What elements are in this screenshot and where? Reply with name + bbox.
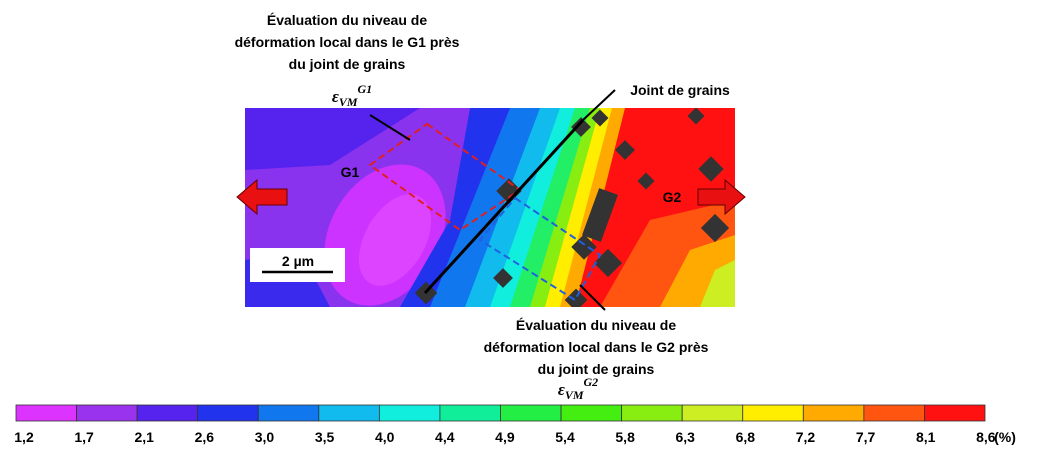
symbol: εVMG2 — [558, 375, 598, 402]
colorbar-label: 4,4 — [435, 429, 455, 445]
colorbar-segment — [15, 404, 77, 422]
symbol-sub: VM — [339, 95, 358, 109]
colorbar-label: 1,7 — [74, 429, 94, 445]
symbol: εVMG1 — [332, 82, 372, 109]
tension-arrow-left — [236, 178, 288, 216]
colorbar-segment — [802, 404, 865, 422]
colorbar-label: 2,6 — [195, 429, 215, 445]
annotation-line: déformation local dans le G1 près — [235, 34, 460, 50]
colorbar-segment — [318, 404, 380, 422]
annotation-line: Évaluation du niveau de — [516, 317, 676, 333]
symbol-sup: G1 — [358, 82, 373, 96]
pointer — [369, 114, 411, 141]
colorbar-segment — [197, 404, 259, 422]
colorbar-segment — [76, 404, 138, 422]
g1-label: G1 — [341, 164, 360, 180]
colorbar-segment — [439, 404, 501, 422]
colorbar-label: 4,0 — [375, 429, 395, 445]
colorbar-label: 7,7 — [856, 429, 876, 445]
colorbar-segment — [378, 404, 441, 422]
pointer — [582, 89, 616, 121]
colorbar-label: 3,0 — [255, 429, 275, 445]
g2-label: G2 — [663, 189, 682, 205]
scale-box — [250, 248, 345, 282]
colorbar-segment — [742, 404, 804, 422]
symbol-base: ε — [332, 87, 339, 106]
colorbar-segment — [136, 404, 199, 422]
annotation-line: déformation local dans le G2 près — [484, 339, 709, 355]
colorbar-segment — [681, 404, 744, 422]
colorbar-label: 6,8 — [736, 429, 756, 445]
pointer — [579, 284, 606, 311]
colorbar-label: 2,1 — [134, 429, 154, 445]
annotation-line: Évaluation du niveau de — [267, 12, 427, 28]
colorbar-label: 8,1 — [916, 429, 936, 445]
colorbar-label: 4,9 — [495, 429, 515, 445]
scale-label: 2 µm — [282, 253, 314, 269]
colorbar-label: 5,4 — [555, 429, 575, 445]
colorbar-segment — [924, 404, 986, 422]
strain-map — [245, 108, 735, 307]
colorbar-segment — [257, 404, 320, 422]
tension-arrow-right — [697, 178, 746, 216]
colorbar-segment — [621, 404, 683, 422]
symbol-sub: VM — [565, 388, 584, 402]
symbol-base: ε — [558, 380, 565, 399]
colorbar-label: 8,6 — [976, 429, 996, 445]
colorbar-label: 6,3 — [676, 429, 696, 445]
colorbar-label: 1,2 — [14, 429, 34, 445]
colorbar-unit: (%) — [994, 429, 1016, 445]
colorbar-segment — [863, 404, 925, 422]
colorbar-label: 7,2 — [796, 429, 816, 445]
annotation-line: du joint de grains — [289, 56, 406, 72]
grain-boundary — [423, 118, 585, 295]
annotation-line: du joint de grains — [538, 361, 655, 377]
colorbar-segment — [560, 404, 623, 422]
colorbar-label: 5,8 — [615, 429, 635, 445]
colorbar-segment — [500, 404, 562, 422]
symbol-sup: G2 — [584, 375, 599, 389]
joint-label: Joint de grains — [630, 82, 730, 98]
colorbar-label: 3,5 — [315, 429, 335, 445]
